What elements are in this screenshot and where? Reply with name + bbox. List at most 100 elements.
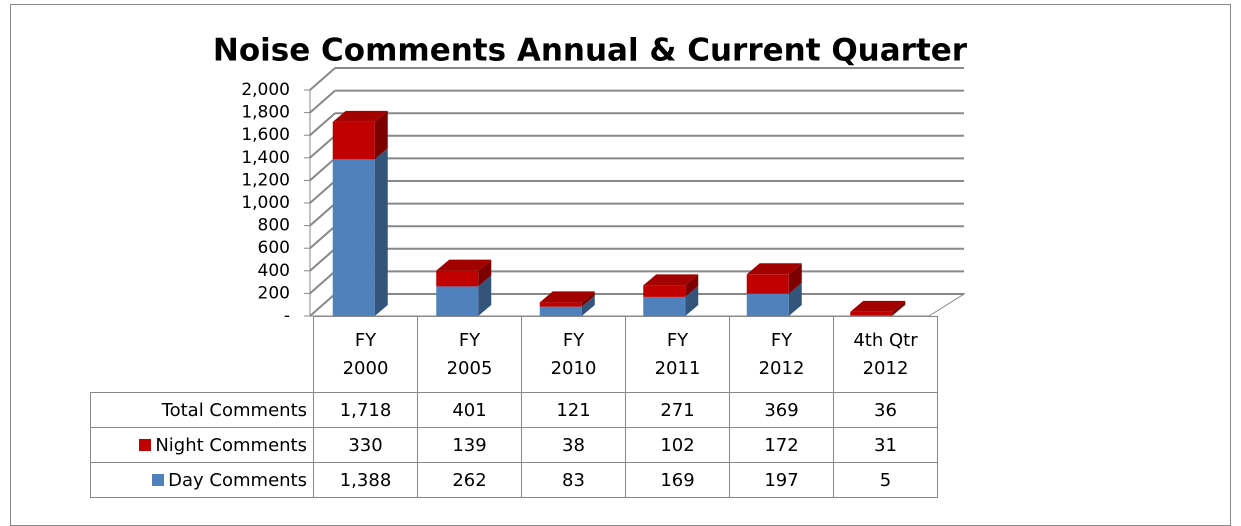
- value-cell: 31: [833, 427, 938, 463]
- bar-front: [643, 285, 686, 297]
- row-name: Night Comments: [90, 427, 314, 463]
- bar: [332, 148, 388, 316]
- y-tick-label: 1,000: [241, 193, 290, 213]
- value-cell: 38: [521, 427, 626, 463]
- category-cell: FY 2012: [729, 316, 834, 393]
- grid-line: [309, 293, 336, 317]
- category-cell: FY 2011: [625, 316, 730, 393]
- y-tick-label: 200: [258, 283, 290, 303]
- bar-top: [643, 274, 699, 286]
- bar-side: [581, 295, 595, 316]
- grid-line: [309, 112, 336, 136]
- y-tick-label: 2,000: [241, 80, 290, 100]
- table-row: Day Comments 1,388 262 83 169 197 5: [90, 462, 938, 498]
- header-row: FY 2000 FY 2005 FY 2010 FY 2011 FY 2012 4th Q…: [91, 316, 938, 393]
- bar: [436, 259, 492, 287]
- bar-front: [850, 315, 893, 316]
- grid-line: [309, 89, 336, 114]
- category-cell: FY 2010: [521, 316, 626, 393]
- table-row: Night Comments 330 139 38 102 172 31: [90, 427, 938, 463]
- y-tick-label: -: [284, 306, 290, 326]
- value-cell: 139: [417, 427, 522, 463]
- bar-side: [788, 263, 802, 294]
- legend-label: Total Comments: [161, 399, 307, 421]
- bar-side: [374, 110, 388, 160]
- bar: [643, 285, 699, 316]
- bar-front: [643, 296, 686, 316]
- blank-cell: [91, 317, 314, 393]
- bar-side: [374, 148, 388, 316]
- grid-line: [309, 180, 336, 204]
- value-cell: 1,718: [313, 392, 418, 428]
- bar-front: [539, 306, 582, 316]
- chart-title: Noise Comments Annual & Current Quarter: [213, 33, 968, 69]
- value-cell: 102: [625, 427, 730, 463]
- bar-top: [539, 291, 595, 303]
- grid-line: [309, 202, 336, 227]
- bar: [539, 291, 595, 307]
- value-cell: 401: [417, 392, 522, 428]
- bar-front: [436, 286, 479, 316]
- category-cell: FY 2005: [417, 316, 522, 393]
- value-cell: 169: [625, 462, 730, 498]
- grid-line: [309, 67, 336, 91]
- legend-swatch: [139, 438, 152, 451]
- bar: [436, 275, 492, 316]
- bar-front: [850, 311, 893, 316]
- bar-front: [746, 274, 789, 294]
- bar-side: [581, 291, 595, 307]
- bar-side: [788, 282, 802, 316]
- bar-side: [685, 285, 699, 316]
- value-cell: 197: [729, 462, 834, 498]
- row-name: Day Comments: [90, 462, 314, 498]
- grid-line: [309, 270, 336, 295]
- bar-front: [332, 159, 375, 316]
- bar-front: [436, 270, 479, 287]
- value-cell: 1,388: [313, 462, 418, 498]
- bar-side: [478, 275, 492, 316]
- y-tick-label: 1,400: [241, 148, 290, 168]
- category-cell: FY 2000: [313, 316, 418, 393]
- bar-side: [892, 300, 906, 316]
- bar-top: [850, 300, 906, 312]
- table-row: Total Comments 1,718 401 121 271 369 36: [90, 392, 938, 428]
- legend-label: Day Comments: [168, 469, 307, 491]
- bar-front: [539, 302, 582, 307]
- y-tick-label: 400: [258, 261, 290, 281]
- bar-side: [892, 304, 906, 316]
- bar: [643, 274, 699, 297]
- value-cell: 262: [417, 462, 522, 498]
- y-tick-label: 600: [258, 238, 290, 258]
- y-tick-label: 800: [258, 216, 290, 236]
- bar-front: [746, 293, 789, 316]
- bar: [746, 282, 802, 316]
- bar: [539, 295, 595, 316]
- bar-front: [332, 121, 375, 160]
- value-cell: 330: [313, 427, 418, 463]
- bar-side: [685, 274, 699, 297]
- category-cell: 4th Qtr 2012: [833, 316, 938, 393]
- value-cell: 172: [729, 427, 834, 463]
- y-tick-label: 1,600: [241, 125, 290, 145]
- bar-top: [436, 259, 492, 271]
- value-cell: 121: [521, 392, 626, 428]
- value-cell: 83: [521, 462, 626, 498]
- bar-side: [478, 259, 492, 287]
- data-table: FY 2000 FY 2005 FY 2010 FY 2011 FY 2012 4th Q…: [90, 316, 938, 498]
- value-cell: 5: [833, 462, 938, 498]
- bar: [850, 304, 906, 316]
- bar: [332, 110, 388, 160]
- grid-line: [309, 248, 336, 272]
- y-tick-label: 1,800: [241, 103, 290, 123]
- bar: [746, 263, 802, 294]
- grid-line: [309, 135, 336, 159]
- bar: [850, 300, 906, 316]
- bar-top: [746, 263, 802, 275]
- grid-line: [309, 225, 336, 249]
- bar-top: [332, 110, 388, 122]
- row-name: Total Comments: [90, 392, 314, 428]
- value-cell: 36: [833, 392, 938, 428]
- legend-swatch: [152, 473, 165, 486]
